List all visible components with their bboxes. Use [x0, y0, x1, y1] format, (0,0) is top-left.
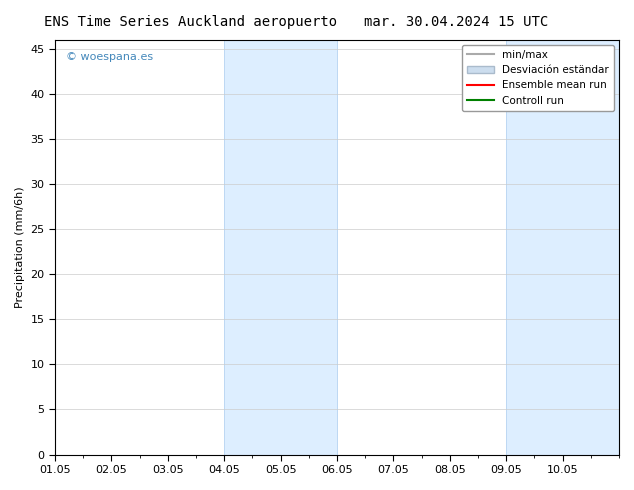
Bar: [506, 40, 619, 455]
Text: ENS Time Series Auckland aeropuerto: ENS Time Series Auckland aeropuerto: [44, 15, 337, 29]
Legend: min/max, Desviación eständar, Ensemble mean run, Controll run: min/max, Desviación eständar, Ensemble m…: [462, 45, 614, 111]
Text: mar. 30.04.2024 15 UTC: mar. 30.04.2024 15 UTC: [365, 15, 548, 29]
Bar: [224, 40, 337, 455]
Text: © woespana.es: © woespana.es: [67, 52, 153, 62]
Y-axis label: Precipitation (mm/6h): Precipitation (mm/6h): [15, 186, 25, 308]
